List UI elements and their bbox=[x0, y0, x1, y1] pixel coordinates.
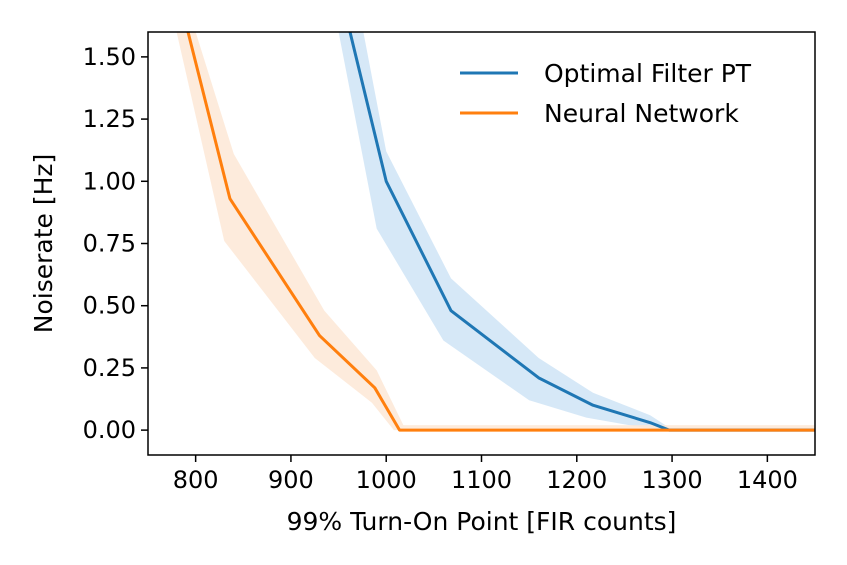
y-tick-label: 1.50 bbox=[83, 43, 136, 71]
uncertainty-bands bbox=[176, 32, 815, 431]
x-tick-label: 1400 bbox=[737, 466, 798, 494]
y-axis-ticks: 0.00 0.25 0.50 0.75 1.00 1.25 1.50 bbox=[83, 43, 148, 444]
y-tick-label: 0.75 bbox=[83, 230, 136, 258]
optimal-filter-pt-band bbox=[338, 32, 815, 431]
neural-network-band bbox=[176, 32, 815, 431]
y-tick-label: 0.00 bbox=[83, 416, 136, 444]
x-tick-label: 800 bbox=[173, 466, 219, 494]
y-tick-label: 0.25 bbox=[83, 354, 136, 382]
x-tick-label: 1000 bbox=[356, 466, 417, 494]
optimal-filter-pt-legend-label: Optimal Filter PT bbox=[544, 59, 752, 88]
x-axis-ticks: 800 900 1000 1100 1200 1300 1400 bbox=[173, 455, 798, 494]
y-tick-label: 1.25 bbox=[83, 105, 136, 133]
series-lines bbox=[186, 32, 815, 432]
y-tick-label: 1.00 bbox=[83, 167, 136, 195]
neural-network-line bbox=[186, 32, 815, 432]
x-axis-label: 99% Turn-On Point [FIR counts] bbox=[287, 507, 677, 536]
x-tick-label: 1100 bbox=[451, 466, 512, 494]
y-tick-label: 0.50 bbox=[83, 292, 136, 320]
y-axis-label: Noiserate [Hz] bbox=[29, 154, 58, 334]
x-tick-label: 1300 bbox=[642, 466, 703, 494]
neural-network-legend-label: Neural Network bbox=[544, 99, 739, 128]
x-tick-label: 900 bbox=[268, 466, 314, 494]
x-tick-label: 1200 bbox=[546, 466, 607, 494]
legend: Optimal Filter PT Neural Network bbox=[460, 59, 752, 128]
